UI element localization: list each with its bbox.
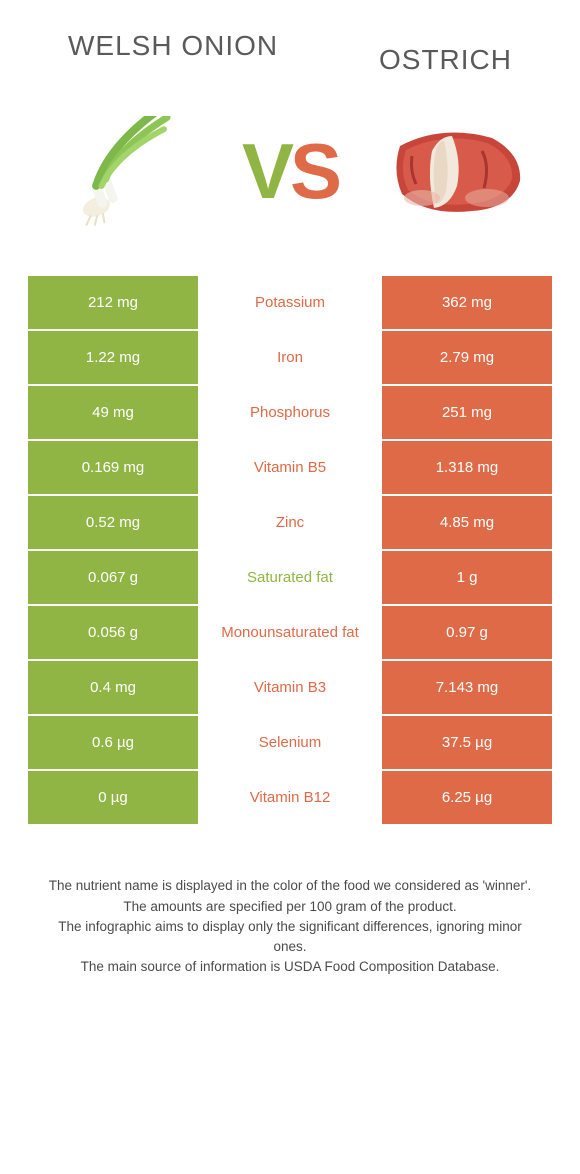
left-value: 0.6 µg (28, 716, 200, 769)
left-value: 0.056 g (28, 606, 200, 659)
nutrient-row: 0.52 mgZinc4.85 mg (28, 496, 552, 551)
header: Welsh onion Ostrich (28, 30, 552, 76)
right-value: 2.79 mg (380, 331, 552, 384)
right-food-title: Ostrich (379, 44, 512, 76)
right-value: 1 g (380, 551, 552, 604)
left-food-image (48, 116, 208, 226)
nutrient-row: 0.067 gSaturated fat1 g (28, 551, 552, 606)
nutrient-label: Vitamin B3 (200, 661, 380, 714)
right-value: 6.25 µg (380, 771, 552, 824)
footer-notes: The nutrient name is displayed in the co… (28, 876, 552, 977)
nutrient-label: Saturated fat (200, 551, 380, 604)
right-value: 4.85 mg (380, 496, 552, 549)
vs-v: V (242, 127, 290, 215)
left-value: 49 mg (28, 386, 200, 439)
right-food-image (372, 116, 532, 226)
left-value: 212 mg (28, 276, 200, 329)
nutrient-row: 0.4 mgVitamin B37.143 mg (28, 661, 552, 716)
nutrient-label: Vitamin B12 (200, 771, 380, 824)
left-value: 0.4 mg (28, 661, 200, 714)
images-row: VS (28, 96, 552, 246)
right-value: 362 mg (380, 276, 552, 329)
infographic-container: Welsh onion Ostrich VS (0, 0, 580, 998)
footer-line: The main source of information is USDA F… (48, 957, 532, 977)
left-food-title: Welsh onion (68, 30, 278, 62)
footer-line: The infographic aims to display only the… (48, 917, 532, 956)
left-value: 0.067 g (28, 551, 200, 604)
nutrient-row: 0 µgVitamin B126.25 µg (28, 771, 552, 826)
nutrient-table: 212 mgPotassium362 mg1.22 mgIron2.79 mg4… (28, 276, 552, 826)
nutrient-label: Potassium (200, 276, 380, 329)
nutrient-label: Phosphorus (200, 386, 380, 439)
nutrient-row: 0.169 mgVitamin B51.318 mg (28, 441, 552, 496)
nutrient-label: Monounsaturated fat (200, 606, 380, 659)
nutrient-row: 0.056 gMonounsaturated fat0.97 g (28, 606, 552, 661)
nutrient-label: Selenium (200, 716, 380, 769)
left-value: 0.169 mg (28, 441, 200, 494)
nutrient-row: 0.6 µgSelenium37.5 µg (28, 716, 552, 771)
nutrient-label: Iron (200, 331, 380, 384)
vs-s: S (290, 127, 338, 215)
right-value: 251 mg (380, 386, 552, 439)
footer-line: The amounts are specified per 100 gram o… (48, 897, 532, 917)
nutrient-row: 49 mgPhosphorus251 mg (28, 386, 552, 441)
nutrient-row: 212 mgPotassium362 mg (28, 276, 552, 331)
footer-line: The nutrient name is displayed in the co… (48, 876, 532, 896)
left-value: 0.52 mg (28, 496, 200, 549)
nutrient-label: Vitamin B5 (200, 441, 380, 494)
right-value: 0.97 g (380, 606, 552, 659)
nutrient-label: Zinc (200, 496, 380, 549)
left-value: 1.22 mg (28, 331, 200, 384)
right-value: 7.143 mg (380, 661, 552, 714)
right-value: 1.318 mg (380, 441, 552, 494)
nutrient-row: 1.22 mgIron2.79 mg (28, 331, 552, 386)
right-value: 37.5 µg (380, 716, 552, 769)
left-value: 0 µg (28, 771, 200, 824)
vs-label: VS (242, 126, 338, 217)
